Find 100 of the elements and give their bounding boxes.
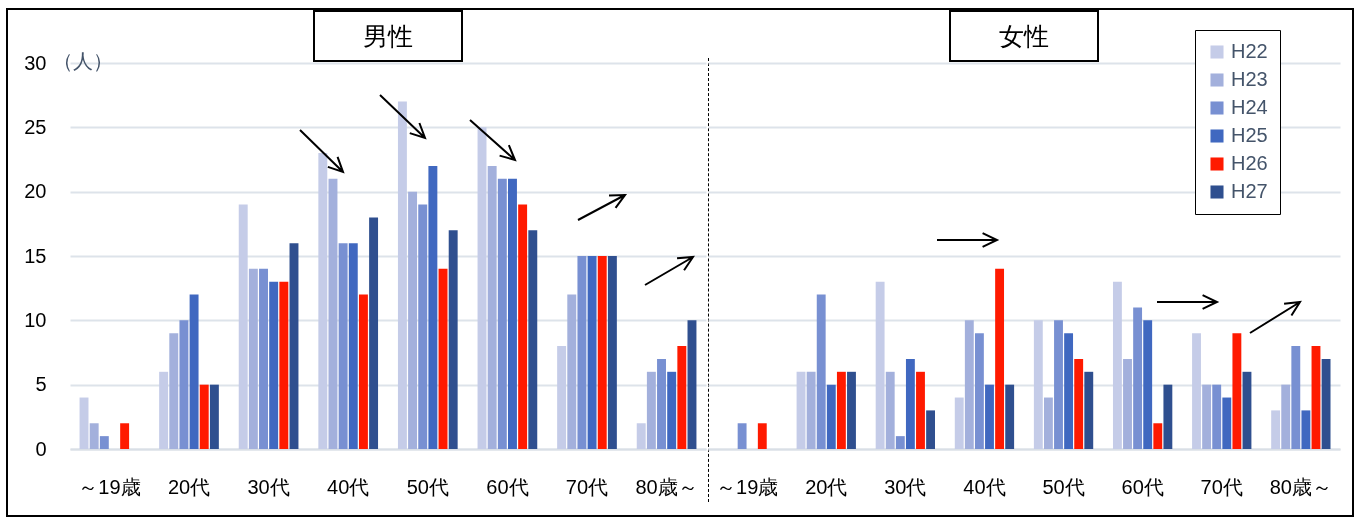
bar	[397, 101, 407, 449]
bar	[169, 333, 179, 449]
bar	[836, 371, 846, 449]
bar	[259, 268, 268, 449]
legend-label: H25	[1231, 124, 1268, 146]
bar	[577, 256, 587, 449]
bar	[269, 281, 279, 449]
bar	[1242, 371, 1252, 449]
x-tick-label: 70代	[565, 475, 609, 498]
bar	[497, 178, 507, 449]
legend-label: H23	[1231, 68, 1268, 90]
bar	[796, 371, 806, 449]
x-tick-label: 50代	[406, 475, 449, 498]
bar	[508, 178, 517, 449]
x-tick-label: 20代	[167, 475, 211, 498]
bar	[737, 423, 747, 449]
bar	[607, 256, 617, 449]
x-tick-label: 80歳～	[1269, 475, 1332, 498]
bar	[120, 423, 130, 449]
bar	[677, 346, 687, 449]
bar	[985, 384, 994, 449]
legend-label: H24	[1231, 96, 1268, 118]
x-tick-label: ～19歳	[716, 475, 779, 498]
bar	[338, 243, 348, 449]
bar	[1311, 346, 1321, 449]
y-tick-label: 10	[24, 308, 47, 331]
bar	[408, 191, 418, 449]
bar	[159, 371, 169, 449]
bar	[189, 294, 199, 449]
bar	[1064, 333, 1074, 449]
x-tick-label: 60代	[1121, 475, 1164, 498]
y-axis-title: （人）	[52, 49, 113, 72]
bar	[358, 294, 368, 449]
bar	[954, 397, 964, 449]
bar	[885, 371, 895, 449]
bar	[179, 320, 189, 449]
bar	[587, 256, 597, 449]
bar	[806, 371, 816, 449]
bar	[528, 230, 538, 449]
bar	[1112, 281, 1122, 449]
bar	[557, 346, 567, 449]
bar	[348, 243, 358, 449]
x-tick-label: 30代	[247, 475, 290, 498]
bar	[1192, 333, 1201, 449]
legend-label: H22	[1231, 40, 1268, 62]
legend-label: H26	[1231, 152, 1268, 174]
bar	[1281, 384, 1291, 449]
bar	[847, 371, 856, 449]
bar	[1074, 358, 1084, 449]
bar	[895, 436, 905, 449]
y-tick-label: 15	[24, 244, 47, 267]
bar	[1153, 423, 1163, 449]
bar	[1202, 384, 1212, 449]
bar	[279, 281, 289, 449]
y-tick-label: 30	[24, 51, 47, 74]
bar	[926, 410, 936, 449]
bar	[1163, 384, 1173, 449]
bar	[418, 204, 428, 449]
bar	[1054, 320, 1063, 449]
bar	[995, 268, 1005, 449]
x-tick-label: 70代	[1200, 475, 1243, 498]
bar	[1271, 410, 1281, 449]
bar	[636, 423, 646, 449]
y-tick-label: 0	[35, 437, 47, 460]
bar	[1033, 320, 1043, 449]
bar	[1143, 320, 1153, 449]
bar	[875, 281, 885, 449]
bar	[248, 268, 258, 449]
chart-title: 男性	[313, 10, 463, 62]
chart-title: 女性	[949, 10, 1099, 62]
bar	[518, 204, 528, 449]
bar	[199, 384, 209, 449]
y-tick-label: 5	[35, 373, 47, 396]
bar	[667, 371, 677, 449]
bar	[238, 204, 248, 449]
bar	[1291, 346, 1301, 449]
y-tick-label: 25	[24, 115, 47, 138]
bar	[964, 320, 974, 449]
bar	[974, 333, 984, 449]
legend-label: H27	[1231, 180, 1268, 202]
bar	[209, 384, 219, 449]
x-tick-label: 50代	[1042, 475, 1085, 498]
y-tick-label: 20	[24, 180, 47, 203]
bar	[826, 384, 836, 449]
bar	[816, 294, 826, 449]
bar	[1084, 371, 1094, 449]
x-tick-label: ～19歳	[78, 475, 141, 498]
bar	[1222, 397, 1232, 449]
bar	[687, 320, 697, 449]
bar	[369, 217, 379, 449]
bar	[99, 436, 109, 449]
x-tick-label: 80歳～	[635, 475, 698, 498]
bar	[916, 371, 925, 449]
bar	[1043, 397, 1053, 449]
bar	[1123, 358, 1132, 449]
bar	[1005, 384, 1015, 449]
bar	[905, 358, 915, 449]
bar	[567, 294, 577, 449]
bar	[1232, 333, 1242, 449]
bar	[1321, 358, 1331, 449]
